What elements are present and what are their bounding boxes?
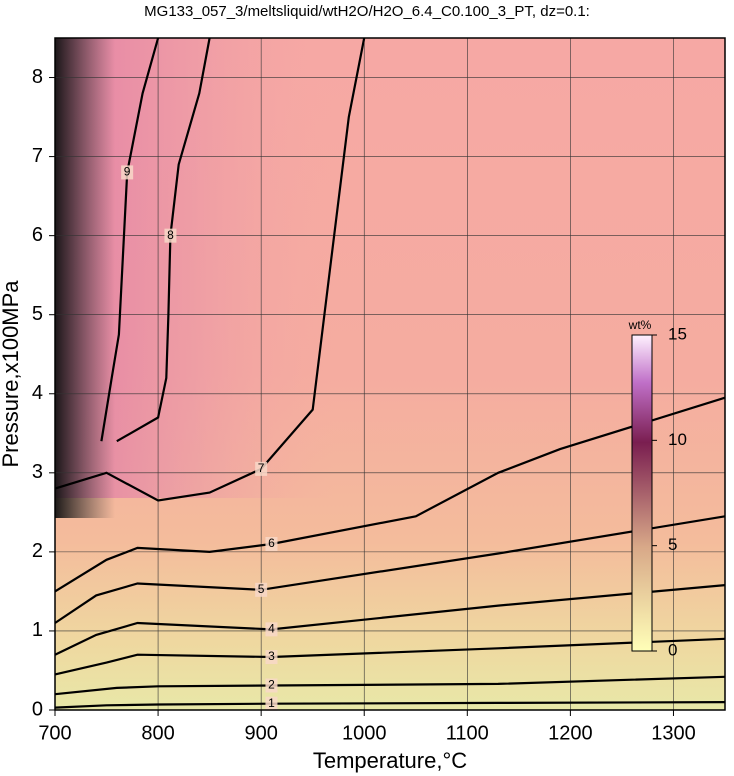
contour-label-bg	[255, 461, 268, 476]
y-tick-label: 7	[32, 145, 43, 167]
contour-label: 5	[258, 582, 265, 596]
contour-line	[54, 701, 726, 709]
colorbar-label: wt%	[628, 318, 652, 332]
x-tick-label: 700	[38, 722, 71, 744]
contour-line	[100, 37, 160, 442]
contour-line	[54, 584, 726, 656]
colorbar-tick-label: 15	[668, 324, 687, 343]
contour-label-bg	[255, 582, 268, 597]
y-tick-label: 3	[32, 461, 43, 483]
contour-line	[54, 515, 726, 624]
contour-label: 4	[268, 622, 275, 636]
contour-label: 9	[124, 165, 131, 179]
contour-label: 2	[268, 678, 275, 692]
dense-contours	[55, 38, 115, 518]
contour-line	[116, 37, 211, 443]
contour-label-bg	[265, 622, 278, 637]
contour-label-bg	[265, 696, 278, 711]
plot-area: 1 2 3 4 5 6 7 8 9	[54, 37, 726, 711]
y-tick-label: 1	[32, 619, 43, 641]
contour-label: 8	[167, 228, 174, 242]
contour-label-bg	[265, 678, 278, 693]
contour-label-bg	[265, 536, 278, 551]
contour-label: 7	[258, 461, 265, 475]
colorbar-tick-label: 5	[668, 535, 677, 554]
y-tick-label: 5	[32, 303, 43, 325]
x-tick-label: 1300	[651, 722, 696, 744]
x-tick-label: 800	[141, 722, 174, 744]
x-tick-label: 1000	[342, 722, 387, 744]
contour-line	[54, 675, 726, 696]
y-tick-label: 4	[32, 382, 43, 404]
colorbar	[631, 334, 653, 652]
y-tick-label: 6	[32, 224, 43, 246]
x-tick-label: 1200	[548, 722, 593, 744]
y-tick-label: 8	[32, 66, 43, 88]
y-tick-label: 0	[32, 698, 43, 720]
x-tick-label: 1100	[446, 722, 489, 744]
y-tick-label: 2	[32, 540, 43, 562]
contour-label: 1	[268, 696, 275, 710]
contour-label-bg	[164, 228, 177, 243]
plot-frame	[54, 37, 726, 711]
contour-label: 3	[268, 649, 275, 663]
contour-label: 6	[268, 536, 275, 550]
chart-title: MG133_057_3/meltsliquid/wtH2O/H2O_6.4_C0…	[144, 3, 590, 20]
x-tick-label: 900	[244, 722, 277, 744]
contour-label-bg	[121, 165, 134, 180]
x-axis-label: Temperature,°C	[313, 748, 467, 773]
y-axis-label: Pressure,x100MPa	[0, 280, 23, 468]
contour-line	[54, 637, 726, 676]
colorbar-tick-label: 0	[668, 640, 677, 659]
colorbar-tick-label: 10	[668, 430, 687, 449]
contour-label-bg	[265, 650, 278, 665]
